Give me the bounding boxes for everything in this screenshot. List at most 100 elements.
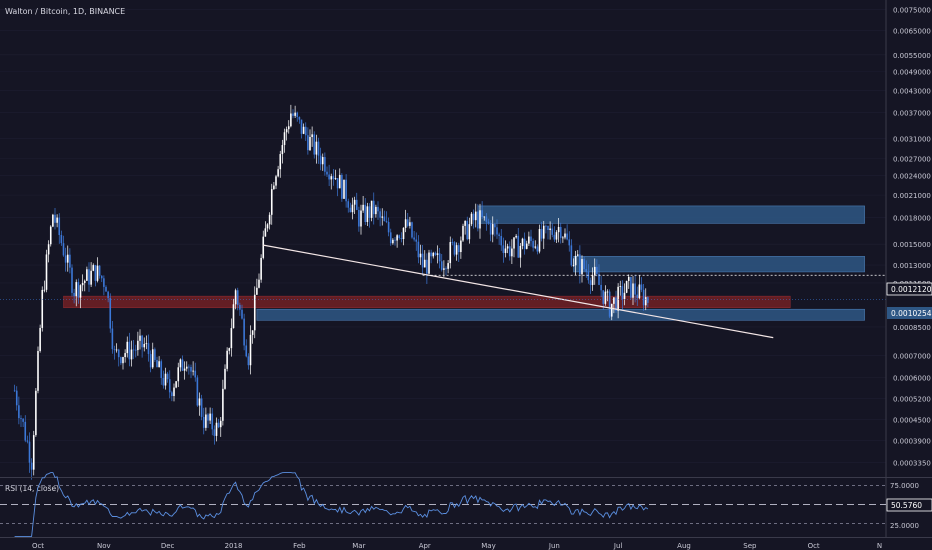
candle-body	[423, 259, 426, 268]
candle-body	[226, 350, 228, 369]
candle-body	[568, 239, 571, 246]
marked-level-label: 0.0012120	[891, 285, 932, 294]
candle-body	[511, 248, 513, 257]
candle-body	[460, 240, 462, 253]
candle-body	[538, 229, 541, 252]
candle-body	[636, 294, 639, 299]
candle-body	[375, 206, 377, 215]
candle-body	[579, 254, 581, 275]
candle-body	[479, 210, 481, 229]
candle-body	[487, 221, 490, 224]
trendline-group[interactable]	[263, 244, 774, 339]
candle-body	[134, 349, 137, 351]
candle-body	[132, 349, 135, 351]
red-zone[interactable]	[63, 295, 791, 309]
candle-body	[285, 129, 288, 133]
candle-body	[202, 416, 205, 428]
blue-zone[interactable]	[573, 256, 865, 273]
candle-body	[402, 227, 405, 240]
time-axis[interactable]: Oct Nov Dec 2018 Feb Mar Apr May Jun Jul Aug Sep Oct…	[32, 542, 882, 550]
time-tick-label: Sep	[743, 542, 757, 550]
price-tick-label: 0.0055000	[893, 52, 931, 60]
candle-body	[292, 113, 294, 116]
candle-body	[124, 353, 126, 358]
candle-body	[37, 351, 39, 391]
candle-body	[149, 354, 152, 368]
time-tick-label: Nov	[97, 542, 111, 550]
price-tick-label: 0.0049000	[893, 69, 931, 77]
candle-body	[43, 289, 46, 291]
candle-body	[453, 242, 456, 255]
candle-body	[519, 245, 522, 258]
time-tick-label: Oct	[32, 542, 44, 550]
candle-body	[260, 257, 262, 280]
candle-body	[591, 275, 594, 285]
candle-body	[447, 263, 449, 269]
price-zones	[63, 205, 865, 321]
candle-body	[517, 235, 520, 258]
current-price-label: 0.0010254	[891, 309, 932, 318]
candle-body	[411, 222, 413, 238]
candle-body	[96, 265, 99, 281]
trendline[interactable]	[263, 244, 774, 339]
candles[interactable]	[13, 104, 649, 480]
candle-body	[638, 284, 641, 299]
rsi-panel[interactable]: RSI (14, close) 75.0000 50.5760 25.0000	[0, 472, 932, 537]
candle-body	[164, 373, 167, 386]
candle-body	[521, 238, 524, 246]
candle-body	[553, 234, 556, 240]
time-tick-label: Jul	[613, 542, 623, 550]
candle-body	[513, 237, 515, 249]
candle-body	[617, 286, 619, 311]
candle-body	[105, 286, 107, 292]
price-axis[interactable]: 0.0075000 0.0065000 0.0055000 0.0049000 0.00…	[893, 7, 931, 468]
candle-body	[171, 392, 173, 397]
candle-body	[491, 224, 494, 235]
candle-body	[572, 265, 575, 267]
candle-body	[18, 405, 20, 419]
candle-body	[234, 290, 237, 305]
price-tick-label: 0.0004500	[893, 417, 931, 425]
blue-zone[interactable]	[256, 308, 865, 321]
candle-body	[525, 243, 528, 249]
time-tick-label: Mar	[352, 542, 365, 550]
candle-body	[619, 286, 622, 287]
candle-body	[45, 254, 48, 290]
candle-body	[632, 283, 634, 298]
candle-body	[406, 219, 409, 226]
time-tick-label: Oct	[808, 542, 820, 550]
candle-body	[217, 422, 220, 428]
candle-body	[166, 373, 169, 380]
candle-body	[555, 232, 558, 240]
chart-title: Walton / Bitcoin, 1D, BINANCE	[5, 7, 125, 16]
price-tick-label: 0.0008500	[893, 324, 931, 332]
price-grid	[0, 9, 886, 463]
candle-body	[515, 235, 517, 238]
candle-body	[100, 275, 103, 279]
rsi-upper-label: 75.0000	[890, 482, 919, 490]
candle-body	[532, 240, 534, 248]
candle-body	[355, 199, 358, 210]
candle-body	[542, 225, 545, 239]
candle-body	[296, 112, 299, 118]
candle-body	[549, 228, 551, 231]
candle-body	[111, 328, 114, 350]
candle-body	[642, 289, 645, 306]
candle-body	[585, 269, 588, 272]
candle-body	[228, 348, 231, 351]
candle-body	[183, 368, 186, 371]
candle-body	[213, 429, 216, 436]
candle-body	[137, 340, 139, 351]
current-price-tag: 0.0010254	[887, 307, 932, 319]
candle-body	[90, 270, 92, 285]
candle-body	[353, 199, 356, 205]
candle-body	[328, 174, 330, 180]
candle-body	[79, 285, 82, 298]
candle-body	[230, 328, 233, 349]
candle-body	[317, 141, 320, 156]
candle-body	[644, 297, 647, 306]
candle-body	[358, 209, 360, 227]
candle-body	[540, 229, 543, 239]
blue-zone[interactable]	[477, 205, 865, 224]
